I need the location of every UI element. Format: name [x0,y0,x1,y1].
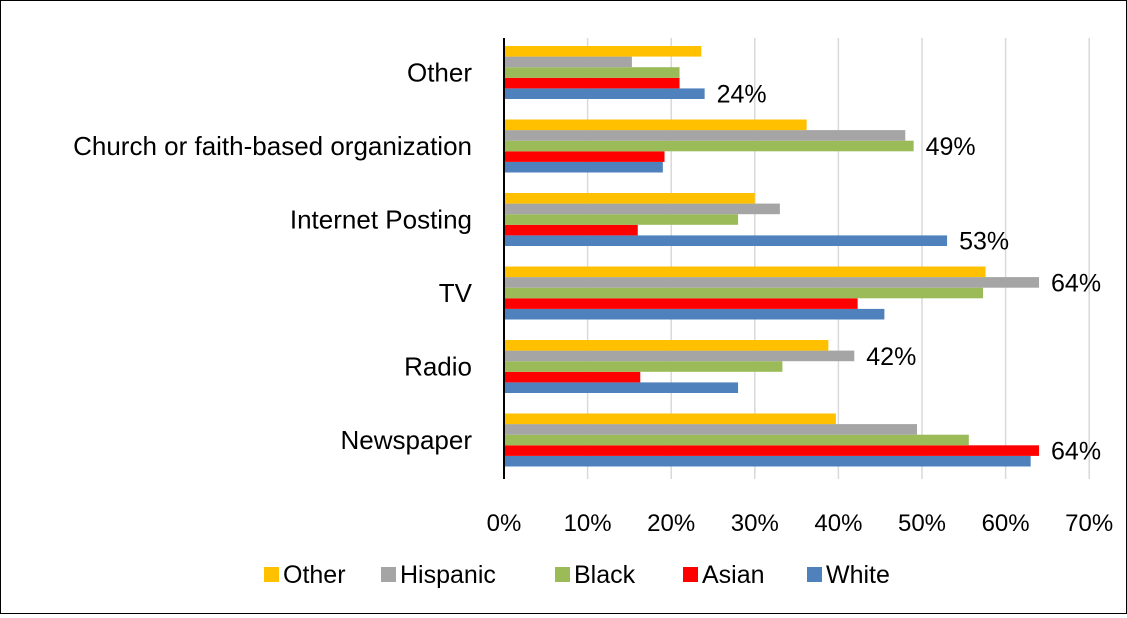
legend-label-white: White [826,561,890,589]
bar-other-church-or-faith-based-organization [504,119,807,131]
x-tick-label: 0% [487,510,522,537]
bar-other-internet-posting [504,193,755,204]
bar-white-radio [504,382,739,393]
bar-hispanic-church-or-faith-based-organization [504,130,906,141]
bar-white-church-or-faith-based-organization [504,161,663,173]
legend-label-black: Black [574,561,636,589]
legend-swatch-other [264,567,279,582]
legend-label-hispanic: Hispanic [400,561,496,589]
category-label: TV [439,278,473,308]
x-tick-label: 60% [982,510,1030,537]
bar-hispanic-other [504,56,632,68]
legend: Other Hispanic Black Asian White [264,561,890,589]
bar-black-church-or-faith-based-organization [504,140,914,152]
category-label: Internet Posting [290,205,472,235]
bar-white-tv [504,308,885,320]
bar-other-other [504,46,702,57]
legend-swatch-hispanic [381,567,396,582]
bar-white-newspaper [504,455,1031,467]
bar-white-internet-posting [504,235,948,246]
legend-swatch-white [807,567,822,582]
x-tick-label: 20% [647,510,695,537]
bar-black-internet-posting [504,214,739,225]
x-tick-label: 40% [814,510,862,537]
legend-label-other: Other [283,561,346,589]
data-label: 64% [1051,269,1101,297]
data-label: 49% [926,133,976,161]
bar-hispanic-radio [504,350,855,362]
legend-label-asian: Asian [702,561,765,589]
bar-other-newspaper [504,413,836,425]
x-tick-label: 10% [564,510,612,537]
data-label: 64% [1051,438,1101,466]
bar-asian-radio [504,371,641,383]
bar-black-radio [504,361,783,372]
bar-asian-other [504,77,680,89]
category-label: Other [407,58,472,88]
bar-black-newspaper [504,434,969,446]
category-label: Newspaper [340,425,472,455]
bar-other-tv [504,266,986,278]
bar-hispanic-newspaper [504,424,917,435]
x-tick-label: 30% [731,510,779,537]
x-tick-label: 50% [898,510,946,537]
data-label: 53% [959,228,1009,256]
bar-hispanic-internet-posting [504,203,780,215]
bar-asian-internet-posting [504,224,638,236]
legend-swatch-black [555,567,570,582]
bars [504,46,1040,467]
category-label: Church or faith-based organization [73,131,472,161]
labels: 0% 10% 20% 30% 40% 50% 60% 70% Newspaper Radio TV I… [73,58,1113,538]
bar-black-other [504,67,680,78]
bar-asian-church-or-faith-based-organization [504,151,665,162]
bar-asian-tv [504,298,858,309]
legend-swatch-asian [683,567,698,582]
x-tick-label: 70% [1065,510,1113,537]
gridlines [586,38,1090,479]
bar-other-radio [504,340,829,351]
data-label: 42% [866,343,916,371]
data-label: 24% [717,81,767,109]
bar-asian-newspaper [504,445,1040,456]
bar-hispanic-tv [504,277,1040,288]
bar-white-other [504,88,705,99]
bar-black-tv [504,287,984,299]
category-label: Radio [404,352,472,382]
